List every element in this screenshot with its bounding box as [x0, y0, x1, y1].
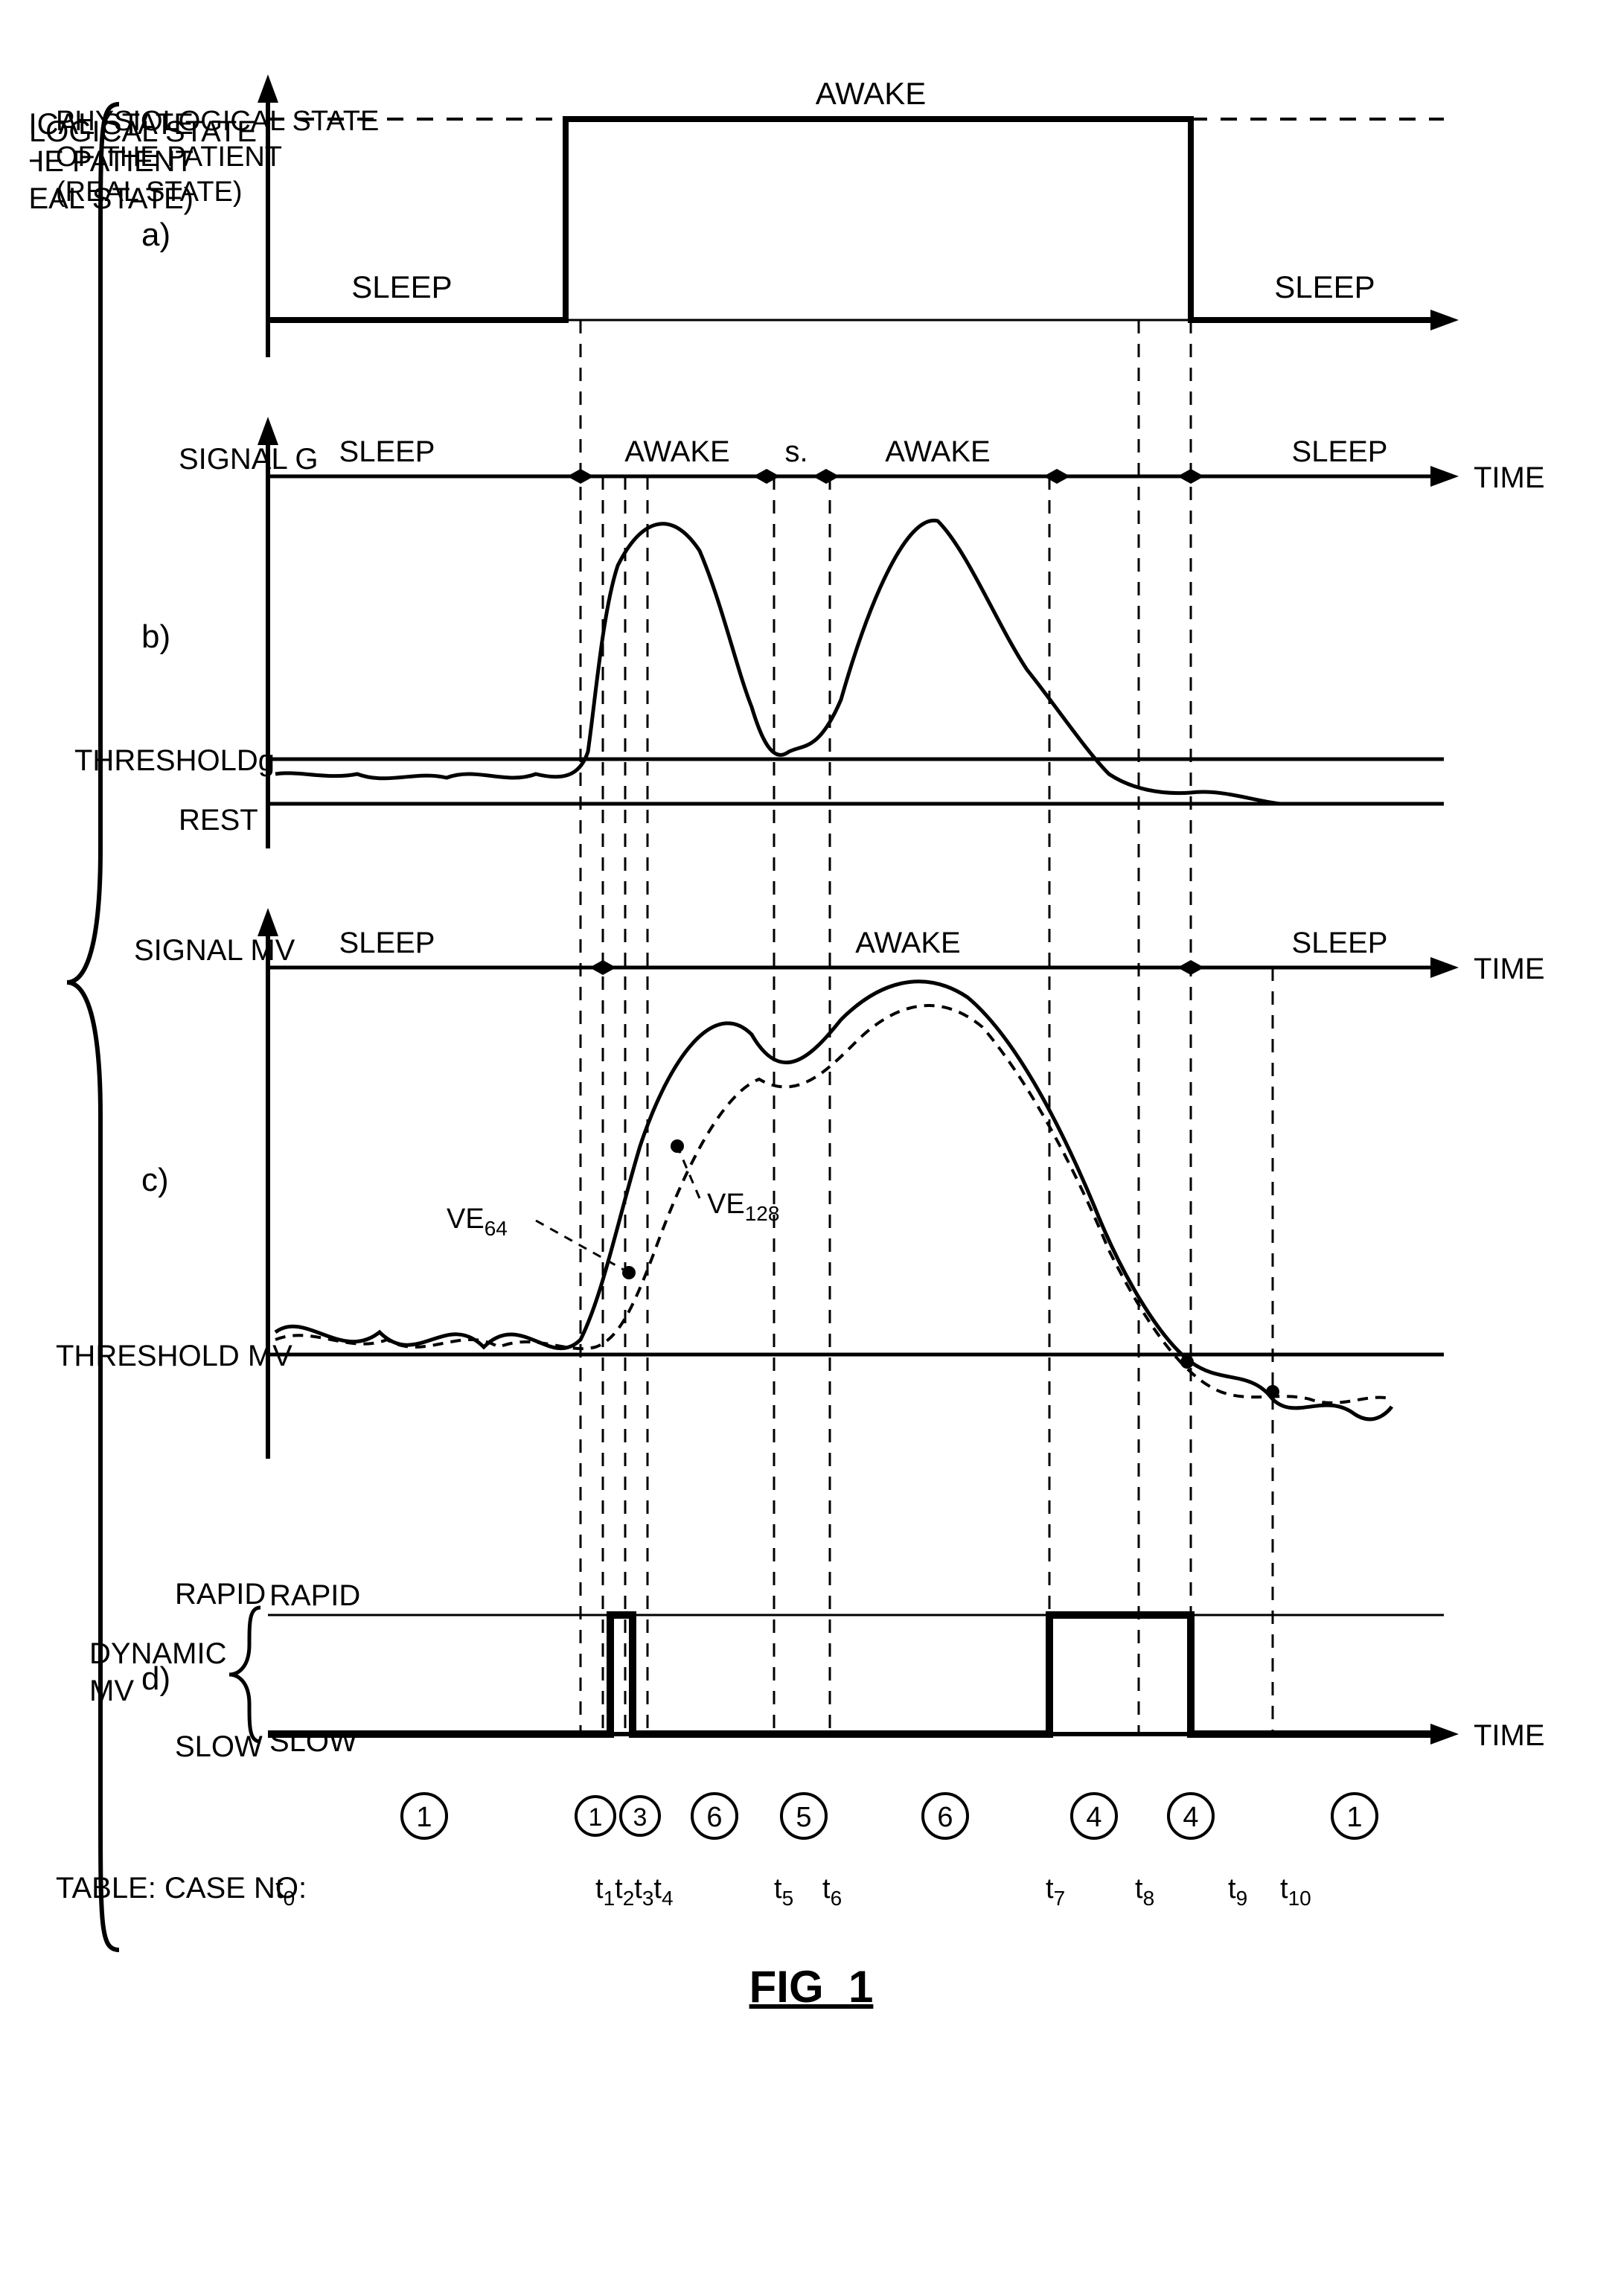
- svg-text:1: 1: [589, 1803, 603, 1832]
- svg-text:SLEEP: SLEEP: [1292, 927, 1388, 959]
- ve64-label: VE64: [447, 1203, 508, 1240]
- svg-text:SLEEP: SLEEP: [339, 435, 435, 468]
- sleep-left-a: SLEEP: [351, 269, 452, 304]
- panel-b-label: b): [141, 618, 170, 655]
- svg-text:t10: t10: [1280, 1873, 1311, 1910]
- panel-b: b) SIGNAL G TIME SLEEP AWAKE s. AWAKE SL…: [74, 417, 1545, 848]
- dynamic-mv-step: [268, 1615, 1444, 1734]
- rapid-label: RAPID: [175, 1578, 266, 1611]
- slow-label: SLOW: [175, 1730, 263, 1763]
- panel-c-label: c): [141, 1162, 169, 1198]
- rapid-text: RAPID: [269, 1579, 360, 1613]
- ve128-label: VE128: [707, 1189, 779, 1225]
- figure-label: FIG_1: [749, 1962, 874, 2012]
- case-circle: 1: [402, 1794, 447, 1838]
- panel-a-title-html: PHYSIOLOGICAL STATE OF THE PATIENT (REAL…: [56, 104, 379, 211]
- svg-text:1: 1: [416, 1802, 432, 1833]
- svg-text:4: 4: [1183, 1802, 1198, 1833]
- figure-container: a) PHYSIOLOGICAL STATE OF THE PATIENT (R…: [30, 30, 1588, 2266]
- panel-b-time: TIME: [1474, 461, 1545, 494]
- svg-text:AWAKE: AWAKE: [885, 435, 991, 468]
- signal-g-path: [275, 520, 1392, 804]
- svg-text:t8: t8: [1135, 1873, 1154, 1910]
- ve128-path: [275, 1005, 1392, 1403]
- svg-text:AWAKE: AWAKE: [855, 927, 961, 959]
- rest-label: REST: [179, 804, 258, 837]
- time-tick-labels: t0 t1t2t3t4 t5 t6 t7 t8 t9 t10: [275, 1873, 1311, 1910]
- svg-text:3: 3: [633, 1803, 647, 1832]
- svg-text:t5: t5: [774, 1873, 793, 1910]
- signal-mv-label: SIGNAL MV: [134, 934, 295, 967]
- threshold-mv-label: THRESHOLD MV: [56, 1340, 292, 1372]
- dynamic-label-2: MV: [89, 1675, 134, 1707]
- panel-c-time: TIME: [1474, 953, 1545, 985]
- case-number-row: 1 1 3 6 5 6 4 4 1: [402, 1794, 1377, 1838]
- signal-g-label: SIGNAL G: [179, 443, 318, 476]
- awake-label: AWAKE: [816, 76, 927, 111]
- svg-text:1: 1: [1346, 1802, 1362, 1833]
- svg-text:4: 4: [1086, 1802, 1101, 1833]
- table-case-label: TABLE: CASE NO:: [56, 1872, 307, 1905]
- svg-text:t9: t9: [1228, 1873, 1247, 1910]
- panel-d-time: TIME: [1474, 1719, 1545, 1752]
- svg-text:SLEEP: SLEEP: [339, 927, 435, 959]
- svg-text:s.: s.: [784, 435, 808, 468]
- svg-text:5: 5: [796, 1802, 811, 1833]
- threshold-g-label: THRESHOLDg: [74, 744, 275, 777]
- panel-a-label: a): [141, 217, 170, 253]
- svg-text:t7: t7: [1046, 1873, 1065, 1910]
- svg-text:6: 6: [706, 1802, 722, 1833]
- svg-text:6: 6: [937, 1802, 953, 1833]
- dynamic-label-1: DYNAMIC: [89, 1637, 226, 1670]
- figure-svg: a) PHYSIOLOGICAL STATE OF THE PATIENT (R…: [30, 30, 1588, 2266]
- svg-text:t1t2t3t4: t1t2t3t4: [595, 1873, 674, 1910]
- svg-text:AWAKE: AWAKE: [624, 435, 730, 468]
- svg-text:SLEEP: SLEEP: [1292, 435, 1388, 468]
- slow-text: SLOW: [269, 1725, 357, 1759]
- sleep-right-a: SLEEP: [1274, 269, 1375, 304]
- panel-c: c) SIGNAL MV TIME SLEEP AWAKE SLEEP THRE…: [56, 908, 1545, 1459]
- big-left-brace: [67, 104, 119, 1950]
- svg-text:t6: t6: [822, 1873, 842, 1910]
